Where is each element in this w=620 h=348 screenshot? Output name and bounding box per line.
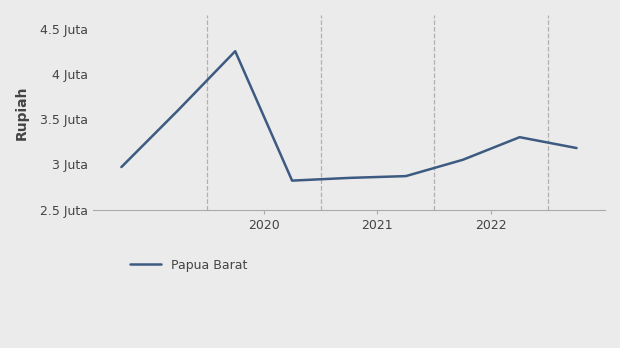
Y-axis label: Rupiah: Rupiah <box>15 85 29 140</box>
Papua Barat <box>288 179 296 183</box>
Papua Barat <box>573 146 580 150</box>
Papua Barat <box>175 108 182 112</box>
Line: Papua Barat: Papua Barat <box>122 51 577 181</box>
Papua Barat <box>459 158 466 162</box>
Legend: Papua Barat: Papua Barat <box>125 254 252 277</box>
Papua Barat <box>516 135 523 139</box>
Papua Barat <box>345 176 353 180</box>
Papua Barat <box>231 49 239 53</box>
Papua Barat <box>402 174 410 178</box>
Papua Barat <box>118 165 125 169</box>
